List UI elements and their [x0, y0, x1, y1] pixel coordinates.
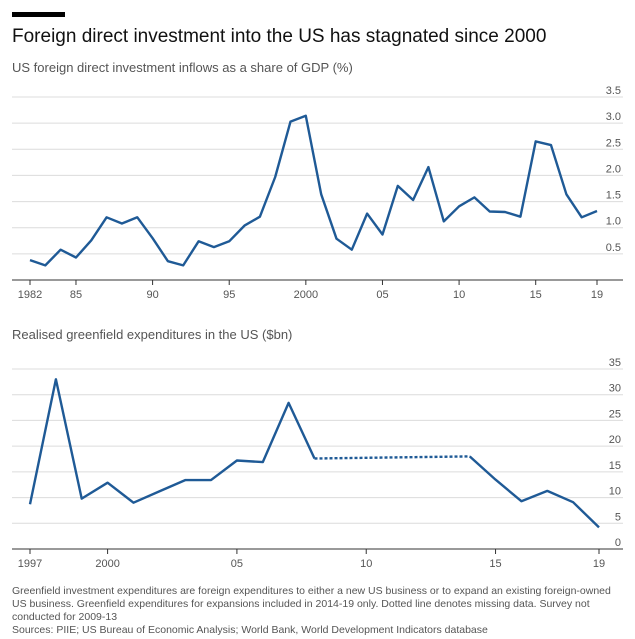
chart1-x-tick-label: 1982: [18, 289, 42, 301]
chart2-x-tick-label: 15: [489, 558, 501, 570]
chart1-x-tick-label: 10: [453, 289, 465, 301]
chart1-y-tick-label: 3.5: [606, 85, 621, 97]
chart1-x-tick-label: 95: [223, 289, 235, 301]
page-title: Foreign direct investment into the US ha…: [12, 26, 547, 47]
chart2-y-tick-label: 15: [609, 460, 621, 472]
chart2-x-tick-label: 19: [593, 558, 605, 570]
chart1-y-tick-label: 2.0: [606, 163, 621, 175]
chart1-title: US foreign direct investment inflows as …: [12, 60, 353, 75]
footnote: Greenfield investment expenditures are f…: [12, 585, 624, 637]
chart1-y-tick-label: 2.5: [606, 137, 621, 149]
chart2-series-line: [28, 378, 316, 505]
fdi-share-chart: 0.5 1.0 1.5 2.0 2.5 3.0 3.5 1982 85 90 95 2000 05 10 1…: [12, 85, 623, 301]
footnote-note: Greenfield investment expenditures are f…: [12, 585, 611, 623]
chart1-x-tick-label: 05: [376, 289, 388, 301]
footnote-sources: Sources: PIIE; US Bureau of Economic Ana…: [12, 624, 488, 636]
chart1-y-tick-label: 1.0: [606, 216, 621, 228]
header-accent-bar: [12, 12, 65, 17]
chart1-series-line: [29, 114, 598, 267]
chart2-y-tick-label: 10: [609, 486, 621, 498]
chart2-x-tick-label: 1997: [18, 558, 42, 570]
chart2-y-tick-label: 35: [609, 357, 621, 369]
chart2-title: Realised greenfield expenditures in the …: [12, 327, 293, 342]
chart1-y-tick-label: 0.5: [606, 242, 621, 254]
chart1-x-tick-label: 85: [70, 289, 82, 301]
chart1-y-tick-label: 1.5: [606, 190, 621, 202]
chart2-x-tick-label: 10: [360, 558, 372, 570]
chart2-series-line: [468, 455, 600, 529]
chart2-x-tick-label: 05: [231, 558, 243, 570]
chart1-x-tick-label: 15: [530, 289, 542, 301]
chart1-x-tick-label: 2000: [294, 289, 318, 301]
chart2-y-tick-label: 5: [615, 511, 621, 523]
chart1-x-tick-label: 19: [591, 289, 603, 301]
chart2-x-tick-label: 2000: [95, 558, 119, 570]
chart2-y-tick-label: 25: [609, 408, 621, 420]
chart1-x-tick-label: 90: [146, 289, 158, 301]
chart2-series-line-dotted: [314, 455, 470, 460]
chart2-y-tick-label: 20: [609, 434, 621, 446]
chart1-y-tick-label: 3.0: [606, 111, 621, 123]
chart2-y-tick-label: 0: [615, 537, 621, 549]
chart2-y-tick-label: 30: [609, 383, 621, 395]
